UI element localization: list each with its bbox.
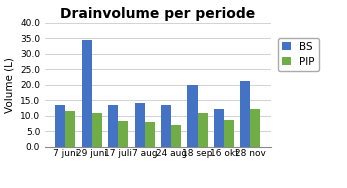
Bar xyxy=(145,122,155,147)
Bar xyxy=(251,109,260,147)
Bar xyxy=(92,113,102,147)
Bar xyxy=(240,82,251,147)
Bar xyxy=(118,121,128,147)
Bar xyxy=(214,109,224,147)
Bar xyxy=(187,85,197,147)
Bar xyxy=(135,103,145,147)
Bar xyxy=(171,125,181,147)
Bar xyxy=(224,120,234,147)
Bar xyxy=(65,111,75,147)
Bar xyxy=(56,105,65,147)
Bar xyxy=(197,112,208,147)
Title: Drainvolume per periode: Drainvolume per periode xyxy=(60,7,255,21)
Legend: BS, PIP: BS, PIP xyxy=(278,38,319,71)
Bar xyxy=(108,105,118,147)
Bar xyxy=(161,105,171,147)
Y-axis label: Volume (L): Volume (L) xyxy=(5,57,15,113)
Bar xyxy=(82,40,92,147)
